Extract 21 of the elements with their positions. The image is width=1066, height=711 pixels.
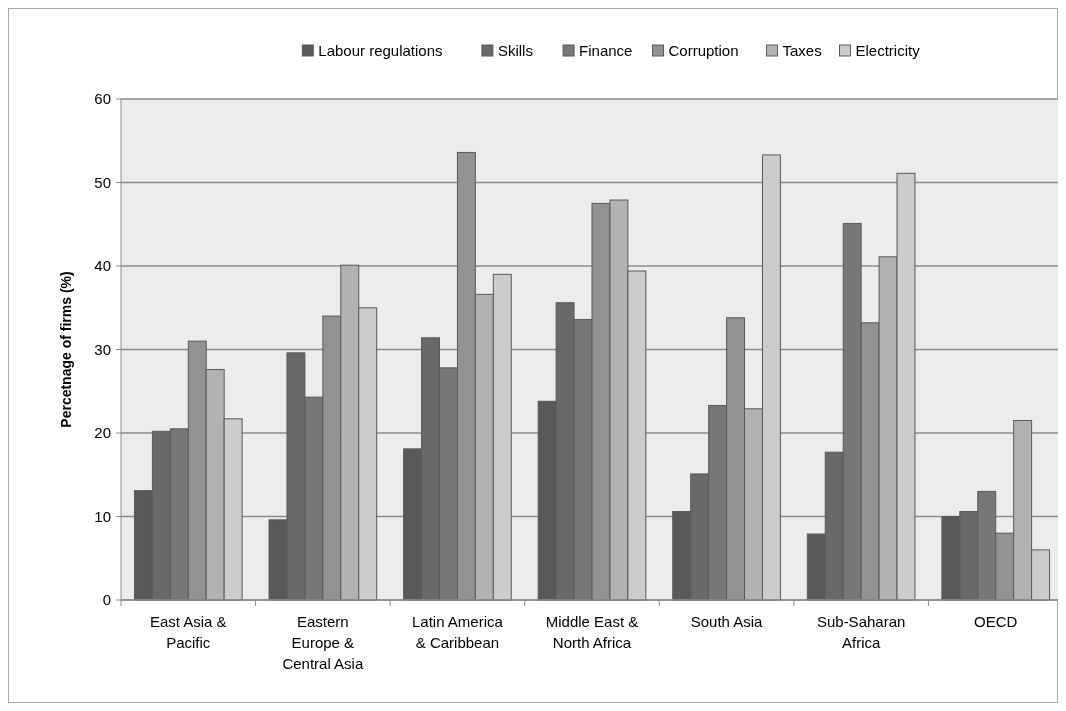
x-tick-label: OECD — [974, 613, 1018, 630]
x-tick-label: Eastern Europe & Central Asia — [282, 613, 364, 672]
x-tick-label: Sub-Saharan Africa — [816, 613, 906, 651]
y-axis-title: Percetnage of firms (%) — [58, 271, 74, 428]
y-tick-label: 0 — [102, 591, 111, 609]
legend-label: Corruption — [668, 42, 739, 60]
y-tick-label: 10 — [94, 507, 111, 525]
x-tick-label: South Asia — [690, 613, 764, 630]
legend-label: Skills — [497, 42, 533, 60]
y-tick-label: 30 — [94, 340, 111, 358]
x-tick-label: East Asia & Pacific — [149, 613, 227, 651]
y-tick-label: 50 — [94, 173, 111, 191]
y-tick-label: 60 — [94, 90, 111, 108]
legend-label: Taxes — [782, 42, 822, 60]
legend-label: Finance — [579, 42, 633, 60]
x-tick-label: Middle East & North Africa — [545, 613, 639, 651]
y-tick-label: 20 — [94, 424, 111, 442]
legend-label: Labour regulations — [318, 42, 443, 60]
x-tick-label: Latin America & Caribbean — [411, 613, 504, 651]
legend-label: Electricity — [855, 42, 921, 60]
y-tick-label: 40 — [94, 257, 111, 275]
